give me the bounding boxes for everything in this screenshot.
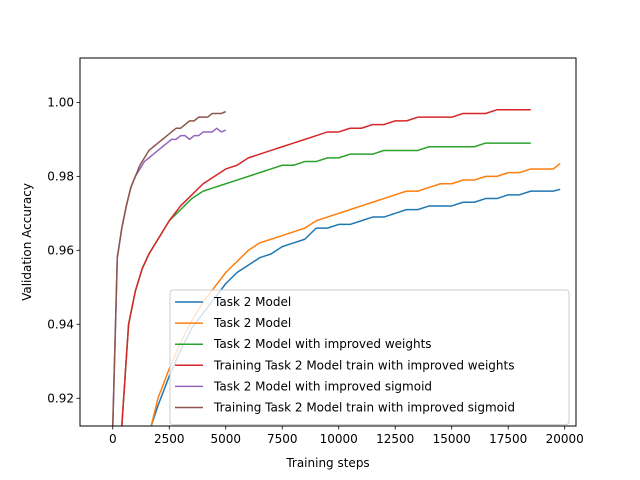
y-tick-label: 0.92 <box>47 391 74 405</box>
x-tick-label: 10000 <box>320 432 358 446</box>
legend-label: Task 2 Model with improved weights <box>213 337 432 351</box>
series-layer <box>112 109 561 426</box>
x-tick-label: 15000 <box>433 432 471 446</box>
x-tick-label: 7500 <box>267 432 298 446</box>
x-tick-label: 0 <box>109 432 117 446</box>
x-tick-label: 5000 <box>210 432 241 446</box>
legend-box <box>169 289 570 426</box>
y-tick-label: 0.94 <box>47 317 74 331</box>
x-axis: 0 2500 5000 7500 10000 12500 15000 17500 20000 <box>109 426 584 446</box>
x-tick-label: 20000 <box>546 432 584 446</box>
y-axis: 0.92 0.94 0.96 0.98 1.00 <box>47 95 80 405</box>
axes-frame <box>79 57 577 427</box>
legend-label: Training Task 2 Model train with improve… <box>213 401 515 415</box>
y-axis-label: Validation Accuracy <box>20 183 34 301</box>
y-tick-label: 0.96 <box>47 243 74 257</box>
series-line-4 <box>121 109 531 426</box>
legend-label: Task 2 Model with improved sigmoid <box>213 379 432 393</box>
legend-label: Task 2 Model <box>213 295 291 309</box>
x-axis-label: Training steps <box>285 456 369 470</box>
legend-label: Task 2 Model <box>213 316 291 330</box>
series-line-6 <box>112 110 227 426</box>
y-tick-label: 0.98 <box>47 169 74 183</box>
series-line-2 <box>150 162 561 426</box>
legend: Task 2 Model Task 2 Model Task 2 Model wit… <box>169 289 570 426</box>
x-tick-label: 17500 <box>489 432 527 446</box>
y-tick-label: 1.00 <box>47 95 74 109</box>
x-tick-label: 12500 <box>376 432 414 446</box>
x-tick-label: 2500 <box>154 432 185 446</box>
legend-label: Training Task 2 Model train with improve… <box>213 358 514 372</box>
